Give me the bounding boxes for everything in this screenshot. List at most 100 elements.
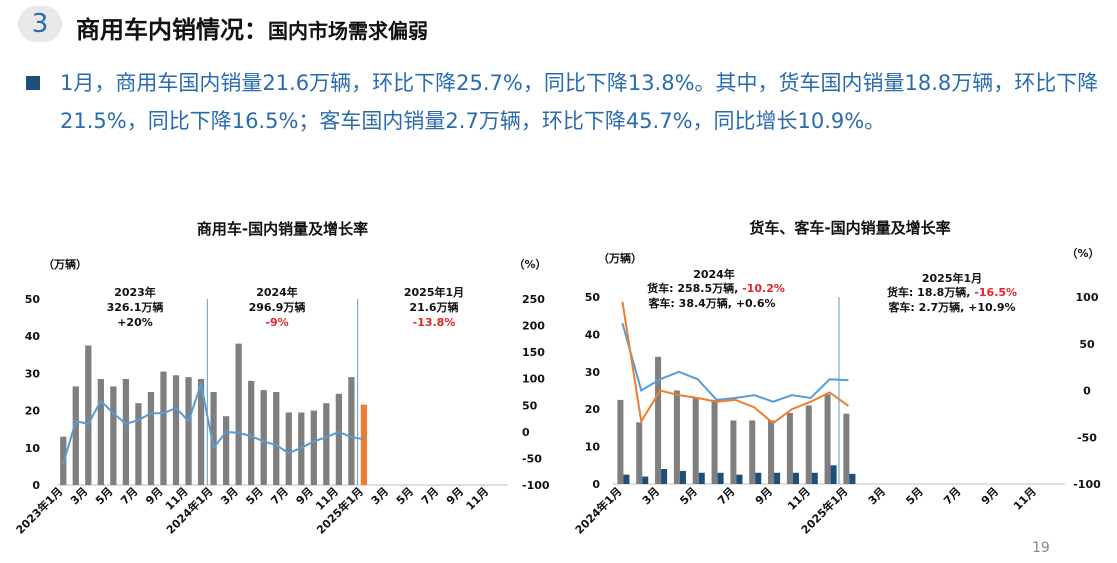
chart1-bar bbox=[348, 377, 355, 485]
chart1-x-tick: 2023年1月 bbox=[13, 484, 66, 537]
chart1-right-tick: 0 bbox=[522, 426, 530, 439]
chart1-x-tick: 7月 bbox=[118, 485, 140, 507]
chart2-right-tick: -50 bbox=[1077, 431, 1097, 444]
chart2-2025-bus: 客车: 2.7万辆, +10.9% bbox=[887, 300, 1015, 314]
chart1-bar bbox=[335, 393, 343, 485]
chart2-truck-bar bbox=[655, 356, 662, 484]
chart1-x-tick: 7月 bbox=[419, 485, 441, 507]
chart1-bar bbox=[248, 380, 255, 485]
chart1-period-total: 21.6万辆 bbox=[409, 300, 458, 314]
chart2-2025-truck-part: -16.5% bbox=[974, 286, 1017, 299]
chart2-bus-bar bbox=[623, 474, 630, 484]
chart2-truck-bar bbox=[617, 399, 624, 484]
chart2-bus-bar bbox=[679, 470, 686, 484]
chart2-x-tick: 7月 bbox=[715, 485, 737, 507]
chart2-2024-bus: 客车: 38.4万辆, +0.6% bbox=[647, 296, 775, 310]
chart1-period-year: 2024年 bbox=[256, 285, 298, 299]
chart1-left-unit: （万辆） bbox=[43, 257, 87, 271]
chart2-truck-bar bbox=[805, 405, 812, 484]
chart2-left-unit: （万辆） bbox=[598, 251, 642, 265]
chart2-title: 货车、客车-国内销量及增长率 bbox=[749, 219, 950, 237]
chart1-x-tick: 5月 bbox=[243, 485, 265, 507]
chart1-bar bbox=[72, 386, 79, 485]
chart1-growth-line bbox=[62, 380, 365, 465]
chart1-left-tick: 20 bbox=[25, 405, 41, 418]
chart2-2024-truck: 货车: 258.5万辆, -10.2% bbox=[646, 281, 785, 295]
chart1-period-growth: -13.8% bbox=[413, 316, 456, 329]
chart1-x-tick: 3月 bbox=[218, 485, 240, 507]
chart1-bar bbox=[323, 403, 330, 485]
chart2-truck-bar bbox=[749, 420, 756, 484]
chart2-x-tick: 5月 bbox=[677, 485, 699, 507]
chart1-right-tick: 50 bbox=[522, 399, 538, 412]
bullet-square-icon bbox=[26, 76, 40, 90]
chart2-bus-bar bbox=[774, 472, 781, 484]
chart1-bar bbox=[197, 378, 205, 485]
chart2-x-tick: 5月 bbox=[903, 485, 925, 507]
chart1-left-tick: 50 bbox=[25, 293, 41, 306]
page-title-sub: 国内市场需求偏弱 bbox=[268, 19, 428, 43]
chart2-2025-truck-part: 货车: 18.8万辆, bbox=[886, 285, 974, 299]
chart2-x-tick: 3月 bbox=[866, 485, 888, 507]
chart1-right-tick: -100 bbox=[522, 479, 550, 492]
chart1-bar bbox=[235, 343, 242, 485]
chart2-bus-bar bbox=[642, 476, 649, 484]
chart2-2024-truck-part: -10.2% bbox=[742, 282, 785, 295]
chart2-right-tick: -100 bbox=[1073, 478, 1101, 491]
chart1-bar bbox=[110, 386, 117, 485]
chart2-2024-year: 2024年 bbox=[693, 267, 735, 281]
chart1-x-tick: 3月 bbox=[369, 485, 391, 507]
chart1-x-tick: 3月 bbox=[68, 485, 90, 507]
chart1-bar bbox=[310, 410, 317, 485]
chart1-period-year: 2025年1月 bbox=[404, 285, 464, 299]
chart2-bus-bar bbox=[811, 472, 818, 484]
chart1-bar bbox=[260, 390, 267, 485]
chart2-right-tick: 50 bbox=[1079, 338, 1095, 351]
chart1-right-tick: 200 bbox=[522, 320, 545, 333]
chart2-right-unit: （%） bbox=[1066, 247, 1099, 260]
slide-header: 3 商用车内销情况：国内市场需求偏弱 bbox=[0, 0, 1117, 52]
chart2-bus-bar bbox=[830, 465, 837, 484]
chart2-x-tick: 7月 bbox=[941, 485, 963, 507]
chart2-truck-bar bbox=[636, 422, 643, 484]
chart2-left-tick: 20 bbox=[585, 403, 601, 416]
chart1-bar bbox=[360, 404, 368, 485]
chart1-period-growth: +20% bbox=[117, 316, 153, 329]
chart2-truck-bar bbox=[673, 390, 680, 484]
chart2-x-tick: 11月 bbox=[1011, 485, 1039, 513]
chart1-period-growth: -9% bbox=[265, 316, 288, 329]
chart1-bar bbox=[97, 378, 104, 485]
chart2-bus-bar bbox=[661, 469, 668, 484]
chart2-bus-bar bbox=[736, 474, 743, 484]
chart2-2025-year: 2025年1月 bbox=[922, 271, 982, 285]
chart2-x-tick: 3月 bbox=[640, 485, 662, 507]
chart2-2025-truck: 货车: 18.8万辆, -16.5% bbox=[886, 285, 1017, 299]
chart1-x-tick: 5月 bbox=[93, 485, 115, 507]
chart1-period-year: 2023年 bbox=[114, 285, 156, 299]
chart1-right-unit: （%） bbox=[513, 258, 546, 271]
chart2-truck-bar bbox=[786, 412, 793, 484]
chart1-left-tick: 10 bbox=[25, 442, 41, 455]
chart1-bar bbox=[135, 403, 142, 485]
chart2-2024-truck-part: 货车: 258.5万辆, bbox=[646, 281, 742, 295]
chart2-left-tick: 50 bbox=[585, 291, 601, 304]
chart1-period-total: 326.1万辆 bbox=[107, 300, 164, 314]
chart1-bar bbox=[273, 392, 280, 485]
chart2-truck-bar bbox=[768, 420, 775, 484]
chart2-bus-bar bbox=[849, 473, 856, 484]
chart1-left-tick: 40 bbox=[25, 330, 41, 343]
chart2-x-tick: 2024年1月 bbox=[572, 484, 625, 537]
chart2-truck-growth-line bbox=[621, 301, 850, 425]
chart1-bar bbox=[122, 378, 130, 485]
chart2-bus-bar bbox=[792, 472, 799, 484]
chart1-period-total: 296.9万辆 bbox=[249, 300, 306, 314]
chart2-left-tick: 30 bbox=[585, 366, 601, 379]
chart2-right-tick: 0 bbox=[1083, 385, 1091, 398]
chart2-x-tick: 9月 bbox=[753, 485, 775, 507]
chart1-bar bbox=[210, 392, 217, 485]
chart2-truck-bar bbox=[843, 413, 850, 484]
chart1-left-tick: 30 bbox=[25, 367, 41, 380]
chart1-right-tick: 150 bbox=[522, 346, 545, 359]
page-title-main: 商用车内销情况： bbox=[76, 16, 268, 44]
